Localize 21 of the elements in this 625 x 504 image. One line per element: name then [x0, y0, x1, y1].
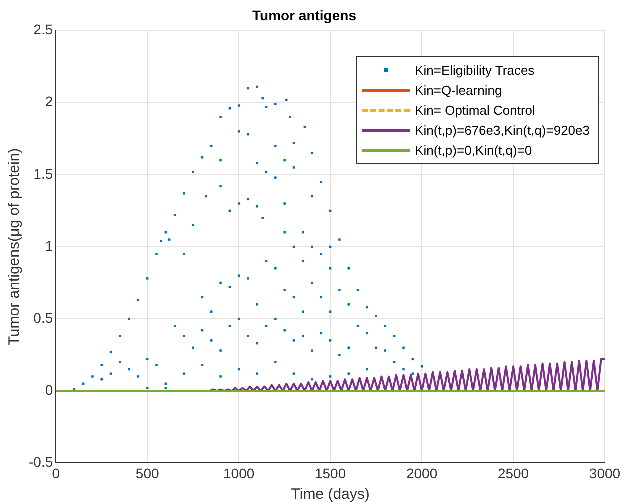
chart-title: Tumor antigens: [252, 7, 357, 24]
x-tick-label: 1000: [224, 465, 255, 482]
x-tick-label: 3000: [589, 465, 621, 482]
y-tick-label: -0.5: [29, 454, 54, 470]
y-tick-label: 2.5: [34, 22, 54, 38]
y-tick-label: 2: [45, 94, 54, 110]
legend-label: Kin=Q-learning: [415, 82, 502, 98]
y-tick-label: 0.5: [34, 310, 54, 326]
x-tick-label: 500: [136, 465, 160, 482]
x-axis-title: Time (days): [291, 486, 370, 504]
y-tick-label: 1.5: [34, 166, 54, 182]
x-tick-label: 2000: [406, 465, 438, 482]
x-tick-label: 1500: [314, 465, 346, 482]
y-tick-label: 0: [45, 382, 54, 398]
y-tick-label: 1: [45, 238, 54, 254]
x-tick-label: 2500: [498, 465, 530, 482]
legend-label: Kin(t,p)=676e3,Kin(t,q)=920e3: [415, 122, 590, 138]
legend-label: Kin=Eligibility Traces: [415, 62, 535, 78]
legend-label: Kin= Optimal Control: [415, 102, 536, 118]
legend-label: Kin(t,p)=0,Kin(t,q)=0: [415, 142, 532, 158]
y-axis-title: Tumor antigens(μg of protein): [6, 148, 24, 346]
